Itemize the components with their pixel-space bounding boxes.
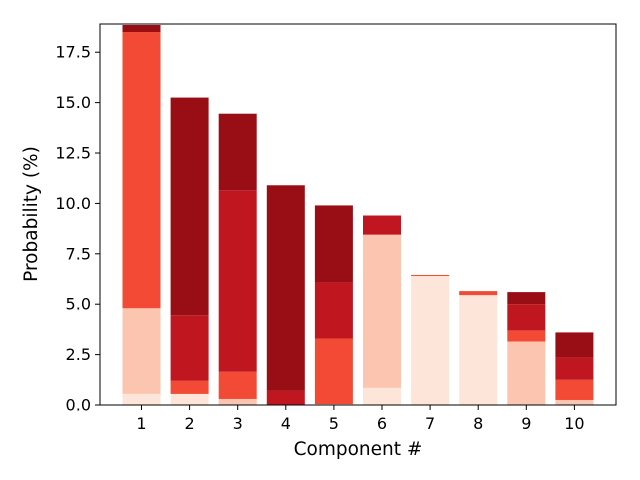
y-tick-label: 17.5 [55, 43, 91, 62]
x-tick-label: 9 [521, 414, 531, 433]
x-tick-label: 7 [425, 414, 435, 433]
y-tick-label: 7.5 [66, 244, 91, 263]
bar-segment-2-component-1 [122, 308, 161, 394]
bar-segment-5-component-2 [170, 97, 209, 316]
bar-segment-1-component-2 [170, 393, 209, 405]
bar-segment-4-component-3 [218, 190, 257, 372]
bar-segment-3-component-1 [122, 32, 161, 309]
bar-segment-3-component-5 [314, 338, 353, 404]
y-tick-label: 12.5 [55, 144, 91, 163]
bar-segment-3-component-9 [507, 330, 546, 342]
x-tick-label: 4 [281, 414, 291, 433]
y-tick-label: 15.0 [55, 93, 91, 112]
bar-segment-3-component-10 [555, 379, 594, 400]
bar-segment-5-component-3 [218, 113, 257, 191]
bar-segment-5-component-9 [507, 292, 546, 305]
x-tick-label: 8 [473, 414, 483, 433]
bar-segment-3-component-2 [170, 380, 209, 394]
x-ticks: 1 2 3 4 5 6 7 8 9 10 [136, 405, 585, 433]
bar-segment-3-component-8 [459, 291, 498, 296]
x-tick-label: 2 [185, 414, 195, 433]
bar-segment-2-component-9 [507, 341, 546, 405]
bar-segment-2-component-6 [363, 234, 401, 388]
bar-segment-4-component-10 [555, 357, 594, 380]
bars-group [122, 25, 594, 405]
x-tick-label: 1 [136, 414, 146, 433]
bar-segment-3-component-3 [218, 371, 257, 399]
y-tick-label: 2.5 [66, 345, 91, 364]
bar-segment-4-component-4 [266, 390, 305, 405]
y-tick-label: 10.0 [55, 194, 91, 213]
y-ticks: 0.0 2.5 5.0 7.5 10.0 12.5 15.0 17.5 [55, 43, 100, 415]
bar-segment-5-component-5 [314, 205, 353, 283]
x-axis-label: Component # [294, 439, 423, 460]
bar-segment-1-component-8 [459, 295, 498, 405]
bar-segment-5-component-10 [555, 332, 594, 358]
bar-segment-5-component-1 [122, 25, 161, 33]
x-tick-label: 3 [233, 414, 243, 433]
bar-segment-1-component-6 [363, 387, 401, 405]
bar-segment-2-component-5 [314, 403, 353, 405]
bar-segment-4-component-9 [507, 304, 546, 331]
y-tick-label: 0.0 [66, 396, 91, 415]
bar-segment-2-component-3 [218, 398, 257, 405]
axes-frame [99, 23, 617, 406]
bar-segment-3-component-7 [411, 274, 450, 276]
bar-segment-4-component-6 [363, 215, 401, 235]
bar-segment-5-component-4 [266, 185, 305, 391]
x-tick-label: 10 [564, 414, 584, 433]
y-axis-label: Probability (%) [21, 146, 42, 282]
bar-segment-4-component-5 [314, 282, 353, 339]
x-tick-label: 5 [329, 414, 339, 433]
bar-segment-2-component-10 [555, 399, 594, 405]
bar-segment-4-component-2 [170, 315, 209, 381]
bar-segment-1-component-7 [411, 275, 450, 405]
y-tick-label: 5.0 [66, 295, 91, 314]
x-tick-label: 6 [377, 414, 387, 433]
bar-segment-1-component-1 [122, 393, 161, 405]
